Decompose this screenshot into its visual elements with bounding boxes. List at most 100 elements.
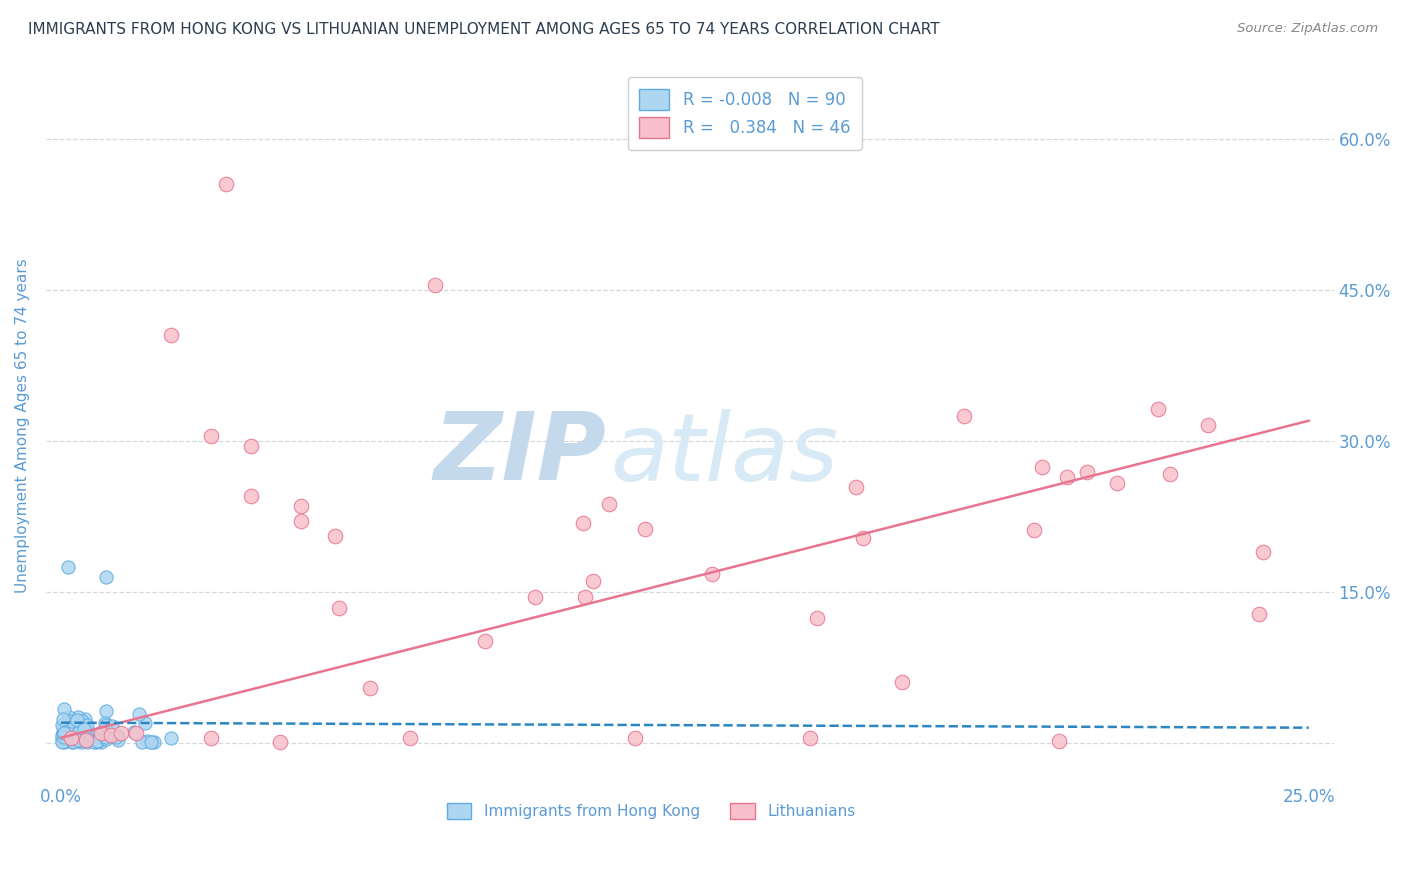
Point xyxy=(474,634,496,648)
Text: atlas: atlas xyxy=(610,409,838,500)
Point xyxy=(59,730,82,744)
Point xyxy=(84,732,107,747)
Point xyxy=(1047,733,1070,747)
Point xyxy=(100,728,122,742)
Point xyxy=(62,722,84,736)
Point xyxy=(59,719,82,733)
Point xyxy=(53,725,76,739)
Point xyxy=(58,728,80,742)
Point xyxy=(634,522,657,536)
Point xyxy=(1022,523,1045,537)
Text: Source: ZipAtlas.com: Source: ZipAtlas.com xyxy=(1237,22,1378,36)
Point xyxy=(128,706,150,721)
Point xyxy=(110,725,132,739)
Point xyxy=(94,718,117,732)
Point xyxy=(1056,469,1078,483)
Point xyxy=(1107,475,1129,490)
Point xyxy=(799,731,821,745)
Point xyxy=(200,429,222,443)
Point xyxy=(107,729,129,743)
Point xyxy=(700,567,723,582)
Point xyxy=(60,714,83,729)
Point xyxy=(80,727,103,741)
Point xyxy=(51,727,73,741)
Point xyxy=(598,497,620,511)
Point xyxy=(1197,417,1219,432)
Point xyxy=(1147,402,1170,417)
Y-axis label: Unemployment Among Ages 65 to 74 years: Unemployment Among Ages 65 to 74 years xyxy=(15,259,30,593)
Point xyxy=(53,727,76,741)
Point xyxy=(72,731,94,746)
Point xyxy=(53,723,76,738)
Point xyxy=(131,734,153,748)
Point xyxy=(572,516,595,531)
Point xyxy=(1253,545,1275,559)
Text: ZIP: ZIP xyxy=(433,409,606,500)
Point xyxy=(72,722,94,736)
Point xyxy=(51,732,73,747)
Point xyxy=(76,735,98,749)
Point xyxy=(67,733,90,747)
Point xyxy=(139,735,162,749)
Point xyxy=(52,727,75,741)
Point xyxy=(87,734,110,748)
Point xyxy=(328,601,350,615)
Point xyxy=(75,732,97,747)
Point xyxy=(58,728,80,742)
Point xyxy=(52,725,75,739)
Point xyxy=(90,725,112,739)
Point xyxy=(60,732,83,747)
Point xyxy=(55,724,77,739)
Point xyxy=(136,733,159,747)
Point xyxy=(75,712,97,726)
Point xyxy=(53,734,76,748)
Point xyxy=(75,720,97,734)
Point xyxy=(139,735,162,749)
Point xyxy=(56,728,79,742)
Point xyxy=(62,735,84,749)
Point xyxy=(62,715,84,730)
Point xyxy=(1159,467,1181,481)
Point xyxy=(359,681,381,695)
Point xyxy=(86,734,108,748)
Point xyxy=(94,731,117,746)
Point xyxy=(53,730,76,744)
Point xyxy=(51,730,73,744)
Point xyxy=(91,726,114,740)
Point xyxy=(269,735,291,749)
Point xyxy=(67,733,90,747)
Point xyxy=(59,729,82,743)
Point xyxy=(66,710,89,724)
Point xyxy=(65,717,87,731)
Point xyxy=(53,731,76,746)
Legend: Immigrants from Hong Kong, Lithuanians: Immigrants from Hong Kong, Lithuanians xyxy=(441,797,862,825)
Point xyxy=(952,409,974,423)
Point xyxy=(425,277,447,292)
Point xyxy=(200,731,222,745)
Point xyxy=(399,731,422,745)
Point xyxy=(105,729,128,743)
Point xyxy=(159,731,181,745)
Point xyxy=(524,590,547,604)
Point xyxy=(94,570,117,584)
Point xyxy=(51,724,73,739)
Point xyxy=(58,710,80,724)
Point xyxy=(77,726,100,740)
Point xyxy=(1076,465,1098,479)
Point xyxy=(76,718,98,732)
Point xyxy=(59,731,82,745)
Point xyxy=(107,733,129,747)
Point xyxy=(65,733,87,747)
Point xyxy=(60,728,83,742)
Point xyxy=(58,559,80,574)
Point xyxy=(53,702,76,716)
Point xyxy=(574,590,596,604)
Point xyxy=(239,439,262,453)
Point xyxy=(56,732,79,747)
Point xyxy=(94,704,117,718)
Point xyxy=(134,716,156,731)
Point xyxy=(73,722,96,736)
Point xyxy=(70,714,93,729)
Point xyxy=(159,328,181,343)
Point xyxy=(290,515,312,529)
